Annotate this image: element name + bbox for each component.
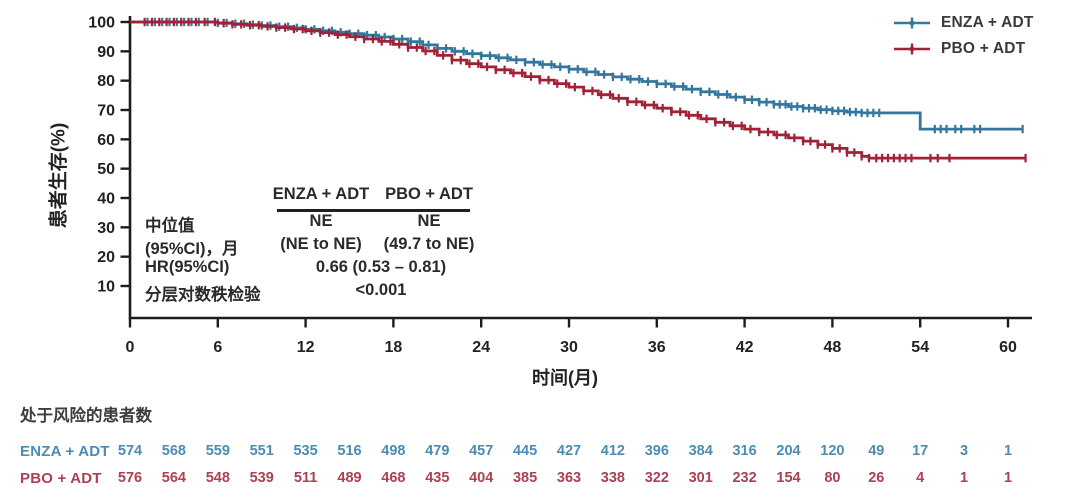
risk-count: 435 [425, 470, 450, 486]
risk-count: 551 [249, 443, 274, 459]
risk-count: 363 [556, 470, 582, 486]
risk-count: 568 [161, 443, 186, 459]
y-axis-title: 患者生存(%) [48, 122, 70, 229]
x-tick-label: 0 [126, 339, 135, 356]
x-tick-label: 48 [823, 339, 841, 356]
risk-count: 479 [425, 443, 450, 459]
y-tick-label: 80 [97, 73, 115, 90]
x-tick-label: 36 [648, 339, 666, 356]
risk-count: 26 [868, 470, 885, 486]
risk-count: 539 [249, 470, 274, 486]
survival-curve-enza [130, 20, 1023, 131]
risk-count: 3 [960, 443, 969, 459]
x-tick-label: 54 [911, 339, 929, 356]
risk-count: 120 [820, 443, 845, 459]
legend-label-enza: ENZA + ADT [941, 14, 1034, 31]
risk-count: 404 [469, 470, 494, 486]
stat-hr-value: 0.66 (0.53 – 0.81) [315, 258, 447, 276]
risk-count: 396 [644, 443, 669, 459]
risk-count: 489 [337, 470, 362, 486]
stat-row-label-hr: HR(95%CI) [145, 258, 230, 276]
y-tick-label: 60 [97, 132, 115, 149]
risk-count: 1 [1003, 443, 1013, 459]
risk-count: 468 [381, 470, 406, 486]
stat-row-label-ci: (95%CI)，月 [145, 240, 239, 258]
risk-count: 564 [161, 470, 186, 486]
risk-count: 457 [469, 443, 494, 459]
risk-count: 412 [600, 443, 625, 459]
survival-curve-pbo [130, 20, 1026, 160]
risk-count: 154 [776, 470, 801, 486]
x-tick-label: 60 [999, 339, 1017, 356]
risk-count: 204 [776, 443, 801, 459]
enza-line-marker-icon [894, 17, 930, 29]
risk-count: 80 [824, 470, 841, 486]
at-risk-row-enza: ENZA + ADT 574 568 559 551 535 516 498 479 457 44… [0, 443, 1080, 463]
stat-pvalue: <0.001 [355, 281, 407, 299]
legend: ENZA + ADT PBO + ADT [893, 10, 1034, 62]
y-tick-label: 90 [97, 44, 115, 61]
stat-median-enza: NE [309, 212, 333, 230]
x-axis-title: 时间(月) [532, 368, 598, 388]
y-tick-label: 100 [88, 15, 115, 32]
km-chart-svg: 10 20 30 40 50 60 70 80 90 100 0 6 12 18 24 30 36 42 48 54 6… [88, 15, 1032, 356]
y-tick-label: 30 [97, 220, 115, 237]
x-tick-label: 18 [385, 339, 403, 356]
risk-count: 232 [732, 470, 757, 486]
legend-label-pbo: PBO + ADT [941, 40, 1026, 57]
risk-count: 301 [688, 470, 713, 486]
stat-ci-enza: (NE to NE) [280, 235, 362, 253]
at-risk-row-pbo: PBO + ADT 576 564 548 539 511 489 468 435 404 385… [0, 470, 1080, 490]
pbo-line-marker-icon [894, 43, 930, 55]
risk-count: 445 [512, 443, 538, 459]
risk-count: 559 [205, 443, 230, 459]
risk-count: 338 [600, 470, 625, 486]
risk-count: 4 [916, 470, 925, 486]
stat-row-label-median: 中位值 [145, 217, 195, 235]
x-tick-label: 42 [736, 339, 754, 356]
y-tick-label: 40 [97, 190, 115, 207]
legend-item-pbo: PBO + ADT [893, 36, 1034, 62]
y-tick-label: 20 [97, 249, 115, 266]
risk-count: 576 [117, 470, 143, 486]
stat-table-rule [277, 209, 470, 212]
risk-count: 17 [912, 443, 929, 459]
x-tick-label: 12 [297, 339, 315, 356]
risk-count: 516 [337, 443, 362, 459]
risk-count: 574 [117, 443, 143, 459]
risk-count: 498 [381, 443, 406, 459]
at-risk-label-enza: ENZA + ADT [20, 443, 110, 460]
risk-count: 1 [1003, 470, 1013, 486]
risk-count: 316 [732, 443, 757, 459]
y-tick-label: 70 [97, 102, 115, 119]
stat-col-header-pbo: PBO + ADT [385, 185, 473, 203]
stat-ci-pbo: (49.7 to NE) [383, 235, 475, 253]
x-tick-label: 30 [560, 339, 578, 356]
y-tick-label: 50 [97, 161, 115, 178]
risk-count: 385 [512, 470, 538, 486]
x-tick-label: 24 [472, 339, 490, 356]
risk-count: 322 [644, 470, 669, 486]
risk-count: 535 [293, 443, 318, 459]
stat-median-pbo: NE [417, 212, 441, 230]
risk-count: 427 [556, 443, 582, 459]
at-risk-title: 处于风险的患者数 [20, 407, 152, 425]
risk-count: 1 [960, 470, 969, 486]
at-risk-label-pbo: PBO + ADT [20, 470, 102, 487]
x-tick-label: 6 [213, 339, 222, 356]
risk-count: 548 [205, 470, 230, 486]
y-tick-label: 10 [97, 278, 115, 295]
risk-count: 384 [688, 443, 713, 459]
risk-count: 49 [868, 443, 885, 459]
stat-row-label-logrank: 分层对数秩检验 [145, 286, 261, 304]
stat-col-header-enza: ENZA + ADT [272, 185, 370, 203]
legend-item-enza: ENZA + ADT [893, 10, 1034, 36]
risk-count: 511 [293, 470, 318, 486]
